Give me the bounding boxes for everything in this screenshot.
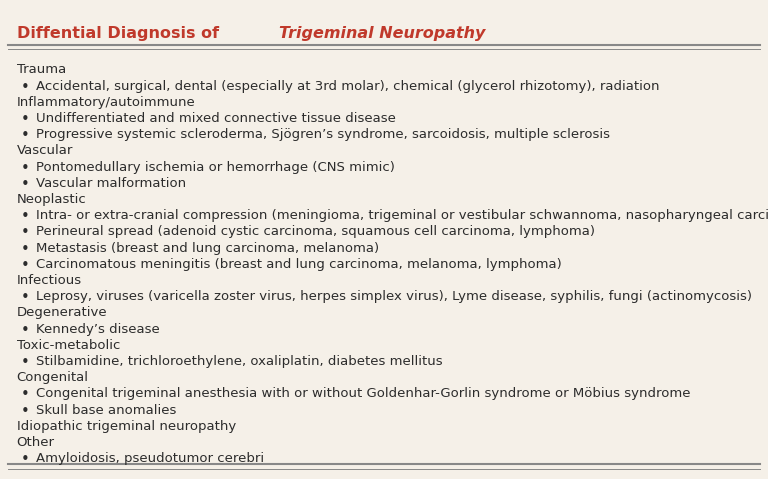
Text: Progressive systemic scleroderma, Sjögren’s syndrome, sarcoidosis, multiple scle: Progressive systemic scleroderma, Sjögre… [35, 128, 610, 141]
Text: Vascular: Vascular [17, 145, 73, 158]
Text: Metastasis (breast and lung carcinoma, melanoma): Metastasis (breast and lung carcinoma, m… [35, 241, 379, 255]
Text: Toxic-metabolic: Toxic-metabolic [17, 339, 120, 352]
Text: Diffential Diagnosis of: Diffential Diagnosis of [17, 26, 224, 41]
Text: •: • [21, 160, 29, 176]
Text: Kennedy’s disease: Kennedy’s disease [35, 322, 159, 336]
Text: Perineural spread (adenoid cystic carcinoma, squamous cell carcinoma, lymphoma): Perineural spread (adenoid cystic carcin… [35, 226, 594, 239]
Text: •: • [21, 322, 29, 338]
Text: •: • [21, 290, 29, 305]
Text: Infectious: Infectious [17, 274, 82, 287]
Text: Degenerative: Degenerative [17, 307, 108, 319]
Text: Vascular malformation: Vascular malformation [35, 177, 186, 190]
Text: Leprosy, viruses (varicella zoster virus, herpes simplex virus), Lyme disease, s: Leprosy, viruses (varicella zoster virus… [35, 290, 752, 303]
Text: Other: Other [17, 436, 55, 449]
Text: •: • [21, 258, 29, 273]
Text: Carcinomatous meningitis (breast and lung carcinoma, melanoma, lymphoma): Carcinomatous meningitis (breast and lun… [35, 258, 561, 271]
Text: •: • [21, 241, 29, 257]
Text: Stilbamidine, trichloroethylene, oxaliplatin, diabetes mellitus: Stilbamidine, trichloroethylene, oxalipl… [35, 355, 442, 368]
Text: Neoplastic: Neoplastic [17, 193, 87, 206]
Text: Congenital trigeminal anesthesia with or without Goldenhar-Gorlin syndrome or Mö: Congenital trigeminal anesthesia with or… [35, 388, 690, 400]
Text: •: • [21, 177, 29, 192]
Text: Intra- or extra-cranial compression (meningioma, trigeminal or vestibular schwan: Intra- or extra-cranial compression (men… [35, 209, 768, 222]
Text: Trauma: Trauma [17, 64, 66, 77]
Text: Trigeminal Neuropathy: Trigeminal Neuropathy [280, 26, 486, 41]
Text: Undifferentiated and mixed connective tissue disease: Undifferentiated and mixed connective ti… [35, 112, 396, 125]
Text: Congenital: Congenital [17, 371, 89, 384]
Text: Skull base anomalies: Skull base anomalies [35, 404, 176, 417]
Text: •: • [21, 128, 29, 143]
Text: •: • [21, 209, 29, 224]
Text: Inflammatory/autoimmune: Inflammatory/autoimmune [17, 96, 196, 109]
Text: •: • [21, 452, 29, 467]
Text: •: • [21, 388, 29, 402]
Text: •: • [21, 355, 29, 370]
Text: •: • [21, 226, 29, 240]
Text: Amyloidosis, pseudotumor cerebri: Amyloidosis, pseudotumor cerebri [35, 452, 263, 465]
Text: •: • [21, 112, 29, 127]
Text: Pontomedullary ischemia or hemorrhage (CNS mimic): Pontomedullary ischemia or hemorrhage (C… [35, 160, 395, 173]
Text: •: • [21, 404, 29, 419]
Text: Accidental, surgical, dental (especially at 3rd molar), chemical (glycerol rhizo: Accidental, surgical, dental (especially… [35, 80, 659, 92]
Text: Idiopathic trigeminal neuropathy: Idiopathic trigeminal neuropathy [17, 420, 236, 433]
Text: •: • [21, 80, 29, 95]
